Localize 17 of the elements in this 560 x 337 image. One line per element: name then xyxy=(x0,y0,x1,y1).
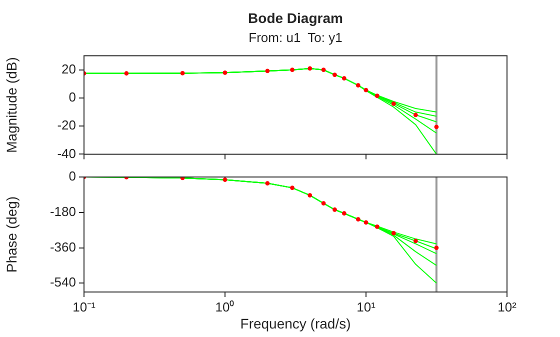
y-axis-title: Magnitude (dB) xyxy=(3,57,20,153)
x-tick-label: 10² xyxy=(498,299,518,314)
chart-subtitle: From: u1 To: y1 xyxy=(248,30,344,45)
y-tick-label: -20 xyxy=(57,118,76,133)
x-tick-label: 10¹ xyxy=(356,299,376,314)
y-tick-label: 20 xyxy=(62,61,76,76)
x-tick-label: 10⁻¹ xyxy=(72,299,96,314)
y-tick-label: -360 xyxy=(50,239,76,254)
y-tick-label: -540 xyxy=(50,274,76,290)
y-tick-label: 0 xyxy=(68,168,76,184)
y-tick-label: -40 xyxy=(57,146,76,161)
y-tick-label: 0 xyxy=(68,90,76,105)
y-axis-title: Phase (deg) xyxy=(3,196,20,273)
chart-title: Bode Diagram xyxy=(247,10,344,26)
x-axis-title: Frequency (rad/s) xyxy=(240,315,351,332)
x-tick-label: 10⁰ xyxy=(215,299,235,314)
y-tick-label: -180 xyxy=(50,204,76,219)
